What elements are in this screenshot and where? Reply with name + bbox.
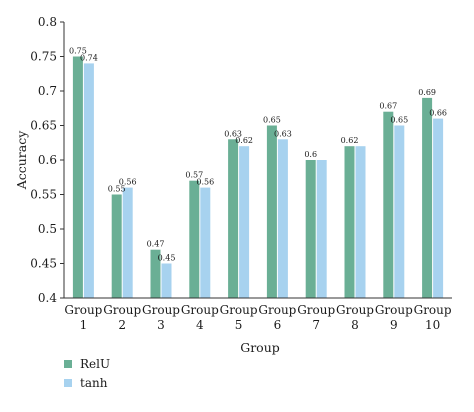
legend-swatch-relu (64, 360, 72, 368)
legend-swatch-tanh (64, 379, 72, 387)
x-tick-label: 8 (351, 318, 359, 332)
x-tick-label: Group (64, 303, 102, 317)
axes-group (63, 22, 452, 299)
y-axis-label: Accuracy (14, 130, 29, 191)
value-label-relu-group-2: 0.55 (108, 185, 126, 194)
x-axis-ticks: Group1Group2Group3Group4Group5Group6Grou… (64, 303, 451, 332)
value-label-relu-group-10: 0.69 (418, 88, 436, 97)
bar-tanh-group-4 (200, 187, 211, 298)
y-tick-label: 0.55 (30, 188, 57, 202)
value-label-tanh-group-3: 0.45 (158, 254, 176, 263)
y-tick-label: 0.4 (38, 291, 57, 305)
x-tick-label: 4 (196, 318, 204, 332)
value-label-tanh-group-1: 0.74 (80, 53, 98, 62)
x-tick-label: 10 (425, 318, 440, 332)
value-label-relu-group-8: 0.62 (341, 136, 359, 145)
value-label-relu-group-7: 0.6 (304, 150, 317, 159)
bar-relu-group-5 (228, 139, 239, 298)
legend: RelU tanh (64, 357, 110, 390)
bar-relu-group-9 (383, 111, 394, 298)
y-tick-label: 0.7 (38, 84, 57, 98)
bar-tanh-group-3 (161, 263, 172, 298)
x-tick-label: Group (375, 303, 413, 317)
bar-relu-group-7 (305, 160, 316, 298)
bar-relu-group-2 (111, 194, 122, 298)
value-label-relu-group-3: 0.47 (147, 240, 165, 249)
x-tick-label: Group (414, 303, 452, 317)
bar-tanh-group-7 (316, 160, 327, 298)
legend-label-tanh: tanh (80, 376, 108, 390)
y-axis-ticks: 0.4 0.45 0.5 0.55 0.6 0.65 0.7 0.75 0.8 (30, 15, 64, 305)
y-tick-label: 0.65 (30, 119, 57, 133)
x-tick-label: 3 (157, 318, 165, 332)
bar-relu-group-8 (344, 146, 355, 298)
y-tick-label: 0.45 (30, 257, 57, 271)
x-axis-label: Group (240, 340, 280, 355)
x-tick-label: Group (220, 303, 258, 317)
y-tick-label: 0.6 (38, 153, 57, 167)
x-tick-label: 9 (390, 318, 398, 332)
value-label-tanh-group-5: 0.62 (235, 136, 253, 145)
x-tick-label: 5 (235, 318, 243, 332)
x-tick-label: Group (103, 303, 141, 317)
bar-tanh-group-6 (277, 139, 288, 298)
y-tick-label: 0.75 (30, 50, 57, 64)
bar-tanh-group-9 (394, 125, 405, 298)
bar-tanh-group-10 (433, 118, 444, 298)
bar-relu-group-10 (422, 97, 433, 299)
y-tick-label: 0.8 (38, 15, 57, 29)
x-tick-label: Group (142, 303, 180, 317)
value-label-tanh-group-2: 0.56 (119, 178, 137, 187)
value-label-relu-group-4: 0.57 (185, 171, 203, 180)
bar-tanh-group-8 (355, 146, 366, 298)
bar-relu-group-6 (266, 125, 277, 298)
legend-label-relu: RelU (80, 357, 110, 371)
x-tick-label: 2 (118, 318, 126, 332)
x-tick-label: Group (336, 303, 374, 317)
x-tick-label: Group (258, 303, 296, 317)
bar-relu-group-4 (189, 180, 200, 298)
x-tick-label: 1 (80, 318, 88, 332)
x-tick-label: Group (181, 303, 219, 317)
bar-tanh-group-2 (122, 187, 133, 298)
bar-relu-group-3 (150, 249, 161, 298)
value-label-relu-group-6: 0.65 (263, 116, 281, 125)
value-label-relu-group-5: 0.63 (224, 129, 242, 138)
x-tick-label: 7 (312, 318, 320, 332)
x-tick-label: Group (297, 303, 335, 317)
value-label-tanh-group-10: 0.66 (429, 109, 447, 118)
value-label-tanh-group-6: 0.63 (274, 129, 292, 138)
value-label-relu-group-1: 0.75 (69, 47, 87, 56)
value-label-relu-group-9: 0.67 (379, 102, 397, 111)
value-label-tanh-group-9: 0.65 (390, 116, 408, 125)
bar-tanh-group-1 (83, 63, 94, 299)
value-labels-group: 0.750.740.550.560.470.450.570.560.630.62… (69, 47, 447, 263)
bars-group (72, 56, 444, 299)
bar-tanh-group-5 (239, 146, 250, 298)
value-label-tanh-group-4: 0.56 (196, 178, 214, 187)
bar-relu-group-1 (72, 56, 83, 298)
y-tick-label: 0.5 (38, 222, 57, 236)
x-tick-label: 6 (274, 318, 282, 332)
